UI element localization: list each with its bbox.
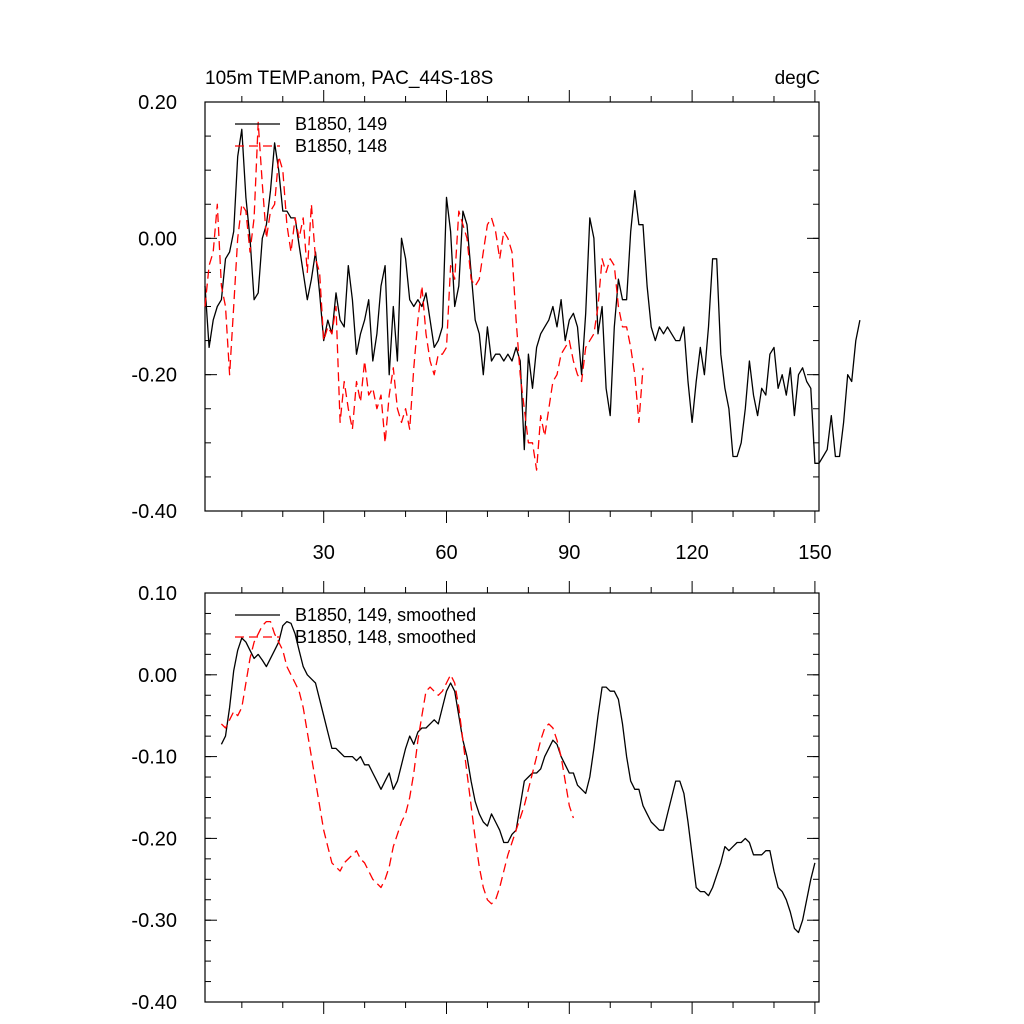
- x-tick-label: 90: [558, 542, 580, 564]
- y-tick-label: 0.10: [138, 583, 177, 605]
- y-tick-label: 0.00: [138, 228, 177, 250]
- y-tick-label: 0.00: [138, 665, 177, 687]
- series-line-1: [204, 128, 861, 464]
- plot-frame: [204, 101, 820, 512]
- legend-label-2: B1850, 148, smoothed: [295, 627, 476, 647]
- y-tick-label: -0.30: [131, 910, 177, 932]
- legend-label-1: B1850, 149: [295, 114, 387, 134]
- y-tick-label: 0.20: [138, 92, 177, 114]
- series-line-2: [220, 620, 575, 905]
- y-tick-label: -0.40: [131, 992, 177, 1014]
- units-label: degC: [775, 68, 820, 89]
- x-tick-label: 30: [313, 542, 335, 564]
- x-tick-label: 60: [435, 542, 457, 564]
- y-tick-label: -0.20: [131, 365, 177, 387]
- series-line-2: [204, 121, 644, 471]
- y-tick-label: -0.40: [131, 501, 177, 523]
- legend-label-2: B1850, 148: [295, 136, 387, 156]
- plot-frame: [204, 592, 820, 1003]
- y-tick-label: -0.20: [131, 828, 177, 850]
- legend-label-1: B1850, 149, smoothed: [295, 605, 476, 625]
- bottom-chart-panel: 0.10 0.00 -0.10 -0.20 -0.30 -0.40 B1850, 149, …: [131, 581, 820, 1014]
- y-tick-label: -0.10: [131, 747, 177, 769]
- chart-title: 105m TEMP.anom, PAC_44S-18S: [205, 68, 493, 89]
- x-tick-label: 120: [675, 542, 708, 564]
- series-line-1: [220, 620, 816, 934]
- x-tick-label: 150: [798, 542, 831, 564]
- top-chart-panel: 105m TEMP.anom, PAC_44S-18S degC 0.20 0.0…: [131, 68, 861, 564]
